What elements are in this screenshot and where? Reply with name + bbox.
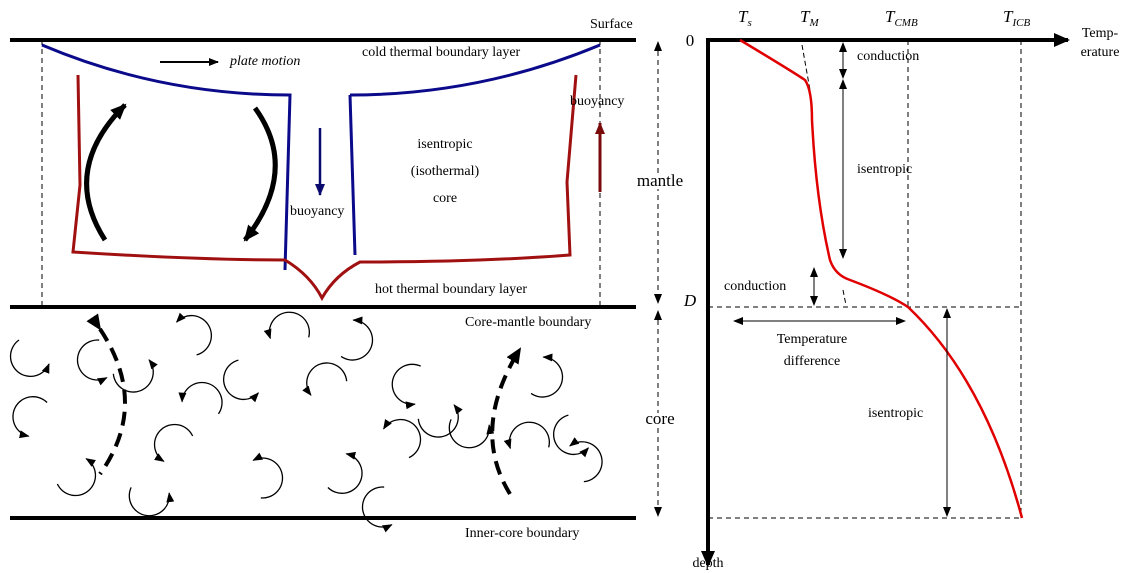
eddy <box>218 357 267 404</box>
eddy <box>152 421 194 465</box>
hot-layer <box>73 75 576 298</box>
mantle-label: mantle <box>637 171 683 190</box>
eddy <box>56 454 98 498</box>
plate-motion-label: plate motion <box>229 54 300 69</box>
subscript: s <box>747 17 751 29</box>
core-label: (isothermal) <box>411 164 480 179</box>
subscript: CMB <box>894 17 918 29</box>
right-panel <box>706 40 1068 565</box>
cold-layer-right <box>350 45 600 255</box>
eddy <box>444 404 495 455</box>
eddy <box>414 393 465 444</box>
annotation: isentropic <box>868 406 923 421</box>
eddy <box>502 414 555 467</box>
eddy <box>11 340 49 376</box>
eddy <box>385 359 436 410</box>
eddy <box>548 412 597 459</box>
eddy <box>300 356 351 407</box>
left-panel <box>10 40 658 534</box>
eddy <box>354 482 407 535</box>
temperature-tick: TICB <box>1003 7 1030 29</box>
flow-arrow <box>87 105 125 240</box>
dashed-line <box>802 45 846 305</box>
core-flow-arrow <box>492 349 520 494</box>
temperature-tick: TM <box>800 7 819 29</box>
x-axis-label: erature <box>1081 45 1120 60</box>
annotation: isentropic <box>857 162 912 177</box>
core-label: core <box>433 191 457 206</box>
eddy <box>10 394 52 438</box>
core-label: isentropic <box>417 137 472 152</box>
y-axis-label: depth <box>692 556 723 571</box>
buoyancy-label: buoyancy <box>290 204 344 219</box>
icb-label: Inner-core boundary <box>465 526 579 541</box>
flow-arrow <box>245 108 275 240</box>
page: {"left_panel": { "surface": "Surface", "… <box>0 0 1126 573</box>
temperature-tick: Ts <box>738 7 752 29</box>
eddy <box>262 304 315 357</box>
subscript: ICB <box>1011 17 1030 29</box>
x-axis-label: Temp- <box>1082 26 1119 41</box>
eddy <box>558 435 609 486</box>
annotation: conduction <box>857 49 919 64</box>
eddy <box>178 377 227 424</box>
eddy <box>168 310 217 357</box>
eddy <box>331 316 378 365</box>
cmb-label: Core-mantle boundary <box>465 315 591 330</box>
eddy <box>379 417 423 459</box>
depth-tick: 0 <box>686 31 695 50</box>
eddy <box>124 472 175 523</box>
eddy <box>238 451 291 504</box>
eddy <box>521 353 568 402</box>
surface-label: Surface <box>590 17 633 32</box>
diagram: Surface plate motion cold thermal bounda… <box>0 0 1126 573</box>
core-flow-arrow <box>100 329 125 474</box>
cold-layer-label: cold thermal boundary layer <box>362 45 521 60</box>
subscript: M <box>808 17 819 29</box>
buoyancy-label: buoyancy <box>570 94 624 109</box>
core-eddies <box>10 304 610 534</box>
hot-layer-label: hot thermal boundary layer <box>375 282 527 297</box>
annotation: Temperature <box>777 332 848 347</box>
depth-tick: D <box>683 291 697 310</box>
eddy <box>323 452 365 496</box>
annotation: conduction <box>724 279 786 294</box>
temperature-tick: TCMB <box>885 7 918 29</box>
annotation: difference <box>784 354 840 369</box>
core-region-label: core <box>645 409 674 428</box>
